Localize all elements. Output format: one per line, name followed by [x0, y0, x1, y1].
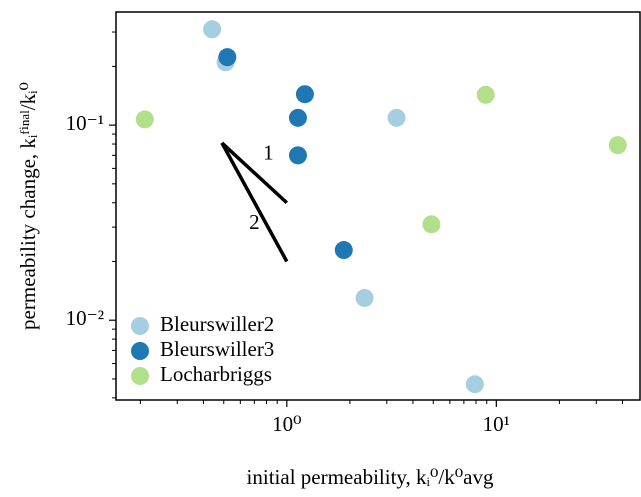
point — [295, 85, 314, 104]
y-tick-label: 10⁻¹ — [66, 111, 104, 135]
point — [465, 375, 484, 394]
slope-line — [220, 142, 289, 263]
x-tick-label: 10¹ — [483, 412, 510, 436]
legend-marker — [131, 317, 149, 335]
slope-label: 2 — [249, 210, 260, 234]
point — [218, 48, 237, 67]
legend-label: Locharbriggs — [160, 362, 272, 386]
point — [387, 108, 406, 127]
x-tick-label: 10⁰ — [272, 412, 301, 436]
legend-marker — [131, 367, 149, 385]
point — [422, 215, 441, 234]
point — [203, 20, 222, 39]
point — [476, 85, 495, 104]
point — [355, 288, 374, 307]
x-axis-label: initial permeability, kᵢ⁰/k⁰avg — [247, 465, 494, 489]
legend-label: Bleurswiller3 — [160, 337, 274, 361]
point — [288, 108, 307, 127]
y-axis-label: permeability change, kᵢᶠⁱⁿᵃˡ/kᵢ⁰ — [16, 82, 40, 330]
point — [288, 146, 307, 165]
point — [608, 136, 627, 155]
slope-line — [220, 141, 289, 205]
point — [135, 110, 154, 129]
y-tick-label: 10⁻² — [66, 306, 104, 330]
plot-frame — [115, 11, 641, 401]
point — [334, 241, 353, 260]
legend-marker — [131, 342, 149, 360]
slope-label: 1 — [263, 141, 274, 165]
legend-label: Bleurswiller2 — [160, 312, 274, 336]
